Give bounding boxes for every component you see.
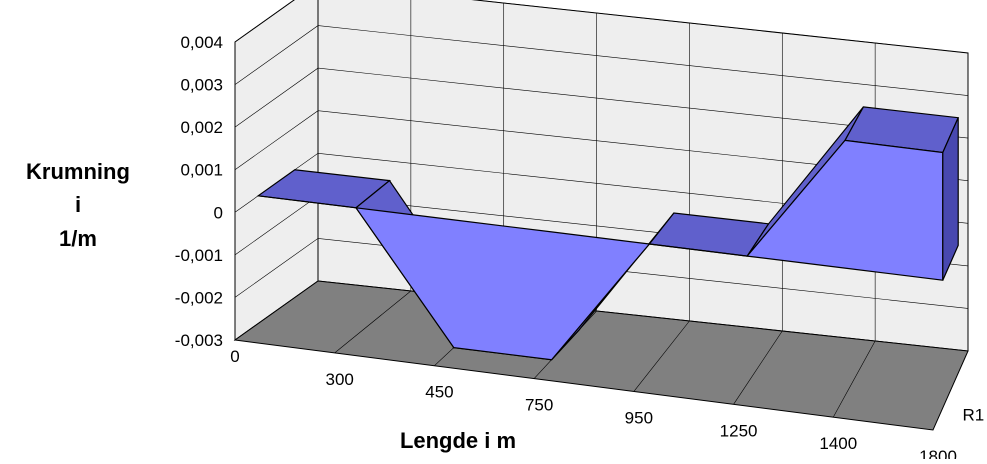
y-axis-title-line-3: 1/m	[59, 226, 97, 251]
y-gridline	[234, 67, 969, 139]
y-axis-title-line-2: i	[75, 192, 81, 217]
x-tick-label: 0	[230, 347, 239, 366]
y-tick-label: -0,002	[175, 288, 223, 307]
x-tick-label: 1800	[919, 447, 957, 459]
series-end-cap	[942, 117, 959, 281]
y-tick-label: 0,004	[180, 33, 223, 52]
y-tick-label: 0,002	[180, 118, 223, 137]
y-tick-label: -0,001	[175, 246, 223, 265]
x-tick-label: 300	[326, 370, 354, 389]
y-tick-label: 0,001	[180, 161, 223, 180]
y-gridline	[234, 280, 969, 352]
floor-gridline	[633, 320, 690, 392]
y-gridline	[234, 110, 969, 181]
x-tick-label: 750	[525, 396, 553, 415]
y-axis-title-line-1: Krumning	[26, 159, 130, 184]
floor-gridline	[334, 290, 412, 354]
series-axis-label: R1	[963, 406, 985, 425]
y-tick-label: 0	[214, 203, 223, 222]
x-tick-label: 950	[625, 408, 653, 427]
floor-gridline	[833, 340, 876, 418]
y-gridline	[234, 25, 969, 96]
y-gridline	[234, 0, 969, 54]
side-wall	[234, 0, 319, 341]
x-tick-label: 1250	[720, 421, 758, 440]
x-tick-label: 1400	[819, 434, 857, 453]
x-axis-title: Lengde i m	[400, 428, 516, 453]
floor-gridline	[733, 330, 783, 405]
y-tick-label: -0,003	[175, 331, 223, 350]
series-layer	[256, 106, 960, 361]
y-tick-label: 0,003	[180, 76, 223, 95]
x-tick-label: 450	[425, 383, 453, 402]
y-gridline	[234, 238, 969, 309]
